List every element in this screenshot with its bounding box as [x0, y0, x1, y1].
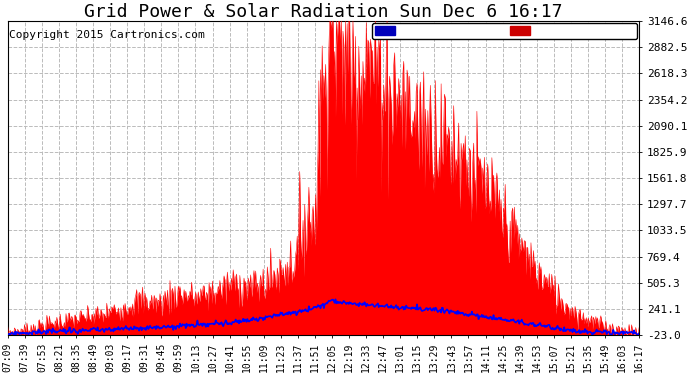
Text: Copyright 2015 Cartronics.com: Copyright 2015 Cartronics.com	[9, 30, 205, 40]
Legend: Radiation (w/m2), Grid (AC Watts): Radiation (w/m2), Grid (AC Watts)	[372, 23, 637, 39]
Title: Grid Power & Solar Radiation Sun Dec 6 16:17: Grid Power & Solar Radiation Sun Dec 6 1…	[84, 3, 562, 21]
